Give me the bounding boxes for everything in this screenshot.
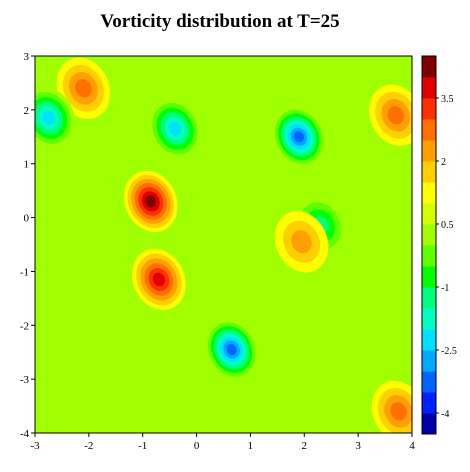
x-tick-label: 1 bbox=[248, 440, 254, 452]
colorbar-tick-label: 3.5 bbox=[441, 94, 454, 105]
colorbar-tick-label: -1 bbox=[441, 283, 449, 294]
colorbar-swatch bbox=[422, 287, 436, 309]
vortex-contour bbox=[168, 121, 182, 136]
colorbar-swatch bbox=[422, 203, 436, 225]
x-tick-label: -3 bbox=[30, 440, 40, 452]
x-tick-label: 4 bbox=[409, 440, 415, 452]
vortex-9 bbox=[368, 84, 412, 146]
y-tick-label: -4 bbox=[20, 428, 30, 440]
y-tick-label: 1 bbox=[24, 159, 30, 171]
colorbar-swatch bbox=[422, 119, 436, 141]
vortex-7 bbox=[56, 57, 111, 119]
plot-frame bbox=[34, 55, 413, 434]
colorbar-swatch bbox=[422, 413, 436, 435]
vortex-1 bbox=[204, 318, 259, 381]
colorbar: 3.5 2 0.5 -1 -2.5 -4 bbox=[421, 55, 457, 435]
colorbar-swatch bbox=[422, 350, 436, 372]
vortex-contour bbox=[291, 230, 312, 254]
colorbar-swatch bbox=[422, 266, 436, 288]
x-tick-label: 2 bbox=[302, 440, 308, 452]
colorbar-swatch bbox=[422, 161, 436, 183]
vortex-0 bbox=[132, 248, 186, 311]
vortex-contour bbox=[390, 402, 407, 421]
y-tick-label: -2 bbox=[20, 320, 29, 332]
x-tick-label: -1 bbox=[138, 440, 147, 452]
x-tick-label: 0 bbox=[194, 440, 200, 452]
x-tick-label: 3 bbox=[355, 440, 361, 452]
colorbar-tick-label: 2 bbox=[441, 157, 446, 168]
vortex-2 bbox=[272, 106, 326, 168]
colorbar-swatch bbox=[422, 371, 436, 393]
vortex-contour bbox=[293, 131, 305, 143]
vortex-contour bbox=[42, 111, 55, 125]
y-tick-label: -1 bbox=[20, 266, 29, 278]
colorbar-swatch bbox=[422, 98, 436, 120]
vortex-3 bbox=[123, 170, 178, 233]
y-tick-label: 0 bbox=[24, 213, 30, 225]
colorbar-swatch bbox=[422, 329, 436, 351]
x-tick-label: -2 bbox=[84, 440, 93, 452]
vorticity-field bbox=[35, 57, 412, 433]
vortex-4 bbox=[148, 98, 202, 160]
y-tick-label: -3 bbox=[20, 374, 30, 386]
colorbar-swatch bbox=[422, 392, 436, 414]
colorbar-tick-label: -4 bbox=[441, 409, 449, 420]
y-tick-label: 2 bbox=[24, 105, 30, 117]
vortex-contour bbox=[145, 195, 157, 208]
vortex-contour bbox=[75, 79, 92, 98]
y-axis: 3 2 1 0 -1 -2 -3 -4 bbox=[20, 51, 35, 440]
colorbar-swatch bbox=[422, 308, 436, 330]
vortex-contour bbox=[387, 106, 405, 125]
colorbar-tick-label: -2.5 bbox=[441, 346, 457, 357]
vortex-6 bbox=[274, 211, 329, 273]
colorbar-swatch bbox=[422, 245, 436, 267]
y-tick-label: 3 bbox=[24, 51, 30, 63]
colorbar-swatch bbox=[422, 77, 436, 99]
colorbar-swatch bbox=[422, 140, 436, 162]
vortex-contour bbox=[152, 272, 166, 287]
colorbar-swatch bbox=[422, 224, 436, 246]
colorbar-frame bbox=[421, 55, 437, 435]
colorbar-tick-label: 0.5 bbox=[441, 220, 454, 231]
colorbar-swatch bbox=[422, 56, 436, 78]
vortex-contour bbox=[226, 343, 237, 356]
chart-title: Vorticity distribution at T=25 bbox=[100, 11, 339, 32]
colorbar-swatch bbox=[422, 182, 436, 204]
x-axis: -3 -2 -1 0 1 2 3 4 bbox=[30, 433, 415, 452]
